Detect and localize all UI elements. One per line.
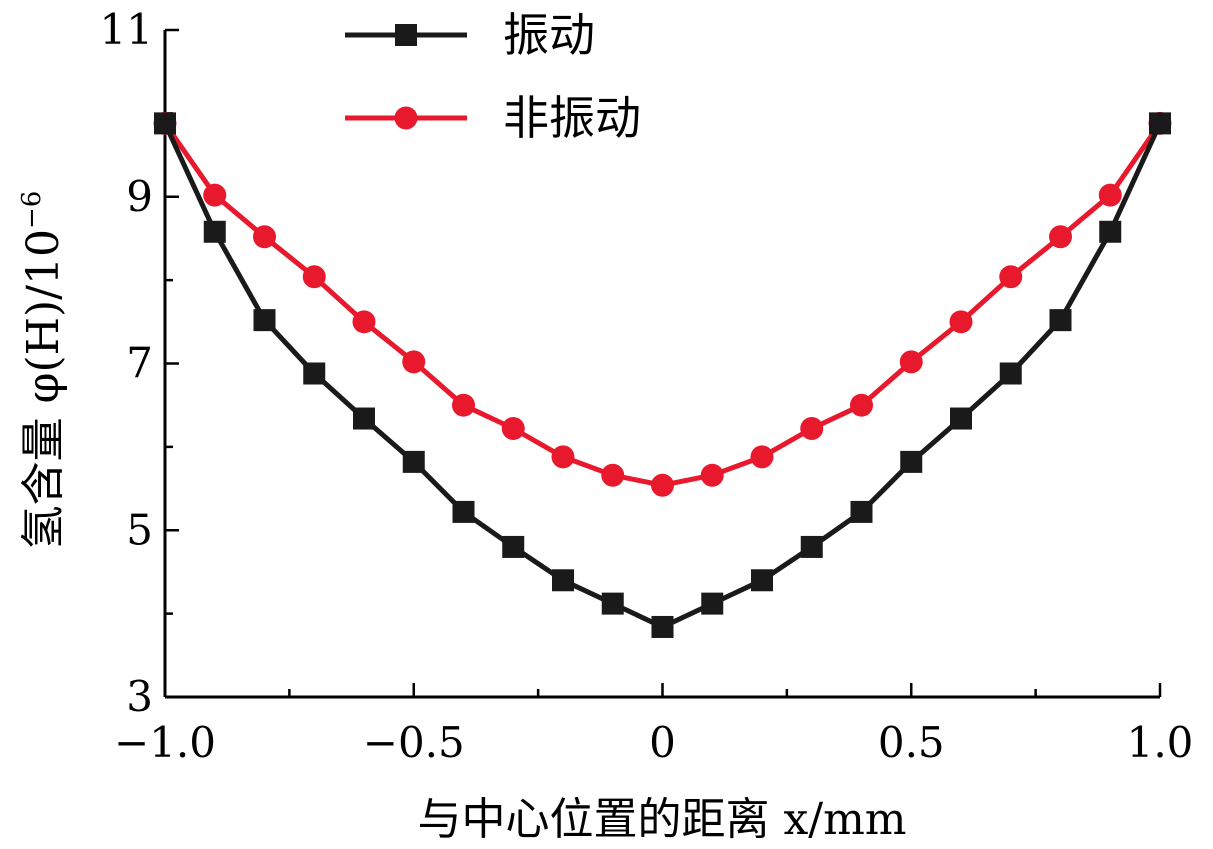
y-tick-label: 7 [126,339,153,388]
series-layer [153,111,1172,638]
y-axis: 3 5 7 9 11 氢含量 φ(H)/10−6 [17,5,179,721]
data-point [253,225,276,249]
data-point [1098,183,1122,207]
legend-label: 非振动 [503,91,641,145]
data-point [999,362,1022,385]
data-point [701,592,724,615]
data-point [700,463,724,487]
data-point [1149,112,1171,135]
data-point [203,220,226,243]
data-point [402,350,426,374]
x-axis: −1.0 −0.5 0 0.5 1.0 与中心位置的距离 x/mm [114,683,1193,845]
legend-marker [394,106,418,130]
data-point [850,393,873,417]
x-ticks: −1.0 −0.5 0 0.5 1.0 [114,683,1193,767]
data-point [949,310,973,334]
data-point [899,350,923,374]
series-line [162,121,1163,488]
data-point [302,265,326,289]
x-tick-label: 0.5 [878,718,945,767]
data-point [303,362,326,385]
data-point [402,450,425,473]
data-point [552,569,574,592]
data-point [502,535,525,558]
data-point [501,417,525,441]
y-tick-label: 3 [126,672,153,721]
data-point [751,569,773,592]
data-point [1049,225,1072,249]
x-tick-label: 0 [649,718,676,767]
data-point [900,450,923,473]
data-point [154,112,176,135]
data-point [1099,220,1122,243]
data-point [253,309,276,332]
data-point [750,445,774,469]
series-non-vibration [153,111,1172,497]
data-point [800,417,824,441]
x-tick-label: −0.5 [363,718,465,767]
x-tick-label: −1.0 [114,718,216,767]
data-point [601,592,624,615]
data-point [551,445,575,469]
data-point [203,183,227,207]
y-axis-title: 氢含量 φ(H)/10−6 [17,191,69,550]
data-point [452,393,475,417]
legend-label: 振动 [503,8,595,62]
data-point [601,463,625,487]
x-axis-title: 与中心位置的距离 x/mm [417,794,906,845]
series-vibration [154,112,1171,638]
legend-marker [395,24,417,46]
data-point [950,407,972,430]
y-ticks: 3 5 7 9 11 [100,5,179,721]
y-tick-label: 9 [126,172,153,221]
data-point [800,535,823,558]
data-point [850,500,873,523]
x-tick-label: 1.0 [1127,718,1194,767]
legend-entry: 振动 [345,8,595,62]
y-tick-label: 5 [126,505,153,554]
y-tick-label: 11 [100,5,153,54]
data-point [1049,309,1072,332]
legend-entry: 非振动 [345,91,641,145]
data-point [353,407,375,430]
data-point [452,500,475,523]
data-point [999,265,1023,289]
data-point [651,615,674,638]
data-point [352,310,376,334]
data-point [651,473,674,497]
